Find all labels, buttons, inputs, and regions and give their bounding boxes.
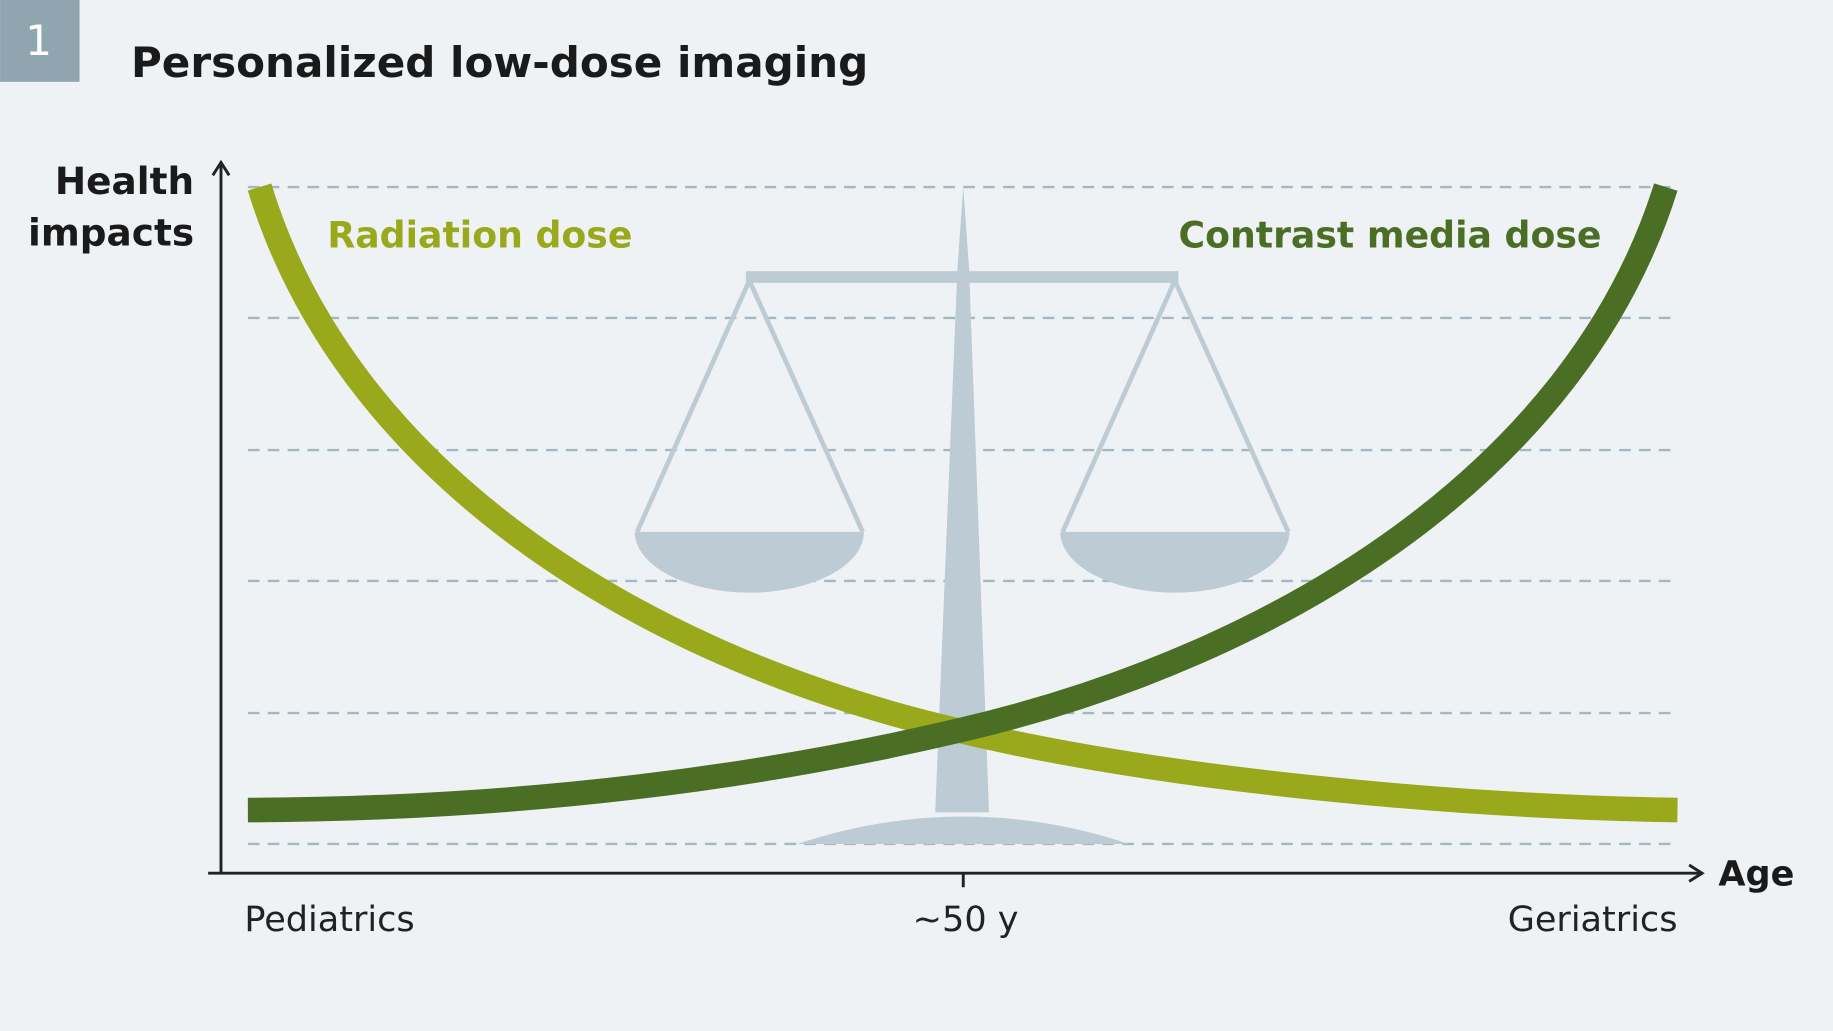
axes: [208, 159, 1705, 888]
curve-label: Contrast media dose: [1179, 213, 1602, 256]
curve-label: Radiation dose: [327, 213, 632, 256]
title: Personalized low-dose imaging: [131, 38, 868, 87]
badge: [0, 0, 80, 82]
scale-base: [797, 816, 1130, 844]
scale-pan: [1060, 531, 1290, 593]
x-axis-label: Age: [1718, 854, 1794, 895]
x-axis-arrow: [1688, 863, 1705, 883]
y-axis-arrow: [211, 159, 231, 177]
x-label: Geriatrics: [1508, 899, 1678, 940]
contrast-curve: [247, 183, 1678, 823]
radiation-curve: [247, 183, 1678, 823]
scale-icon: [634, 187, 1291, 844]
scale-strings: [634, 279, 865, 533]
badge-number: 1: [25, 16, 52, 65]
y-axis-label: impacts: [28, 210, 194, 254]
scale-beam: [745, 271, 1179, 283]
scale-pole: [935, 187, 989, 813]
x-label: Pediatrics: [244, 899, 414, 940]
scale-strings: [1060, 279, 1291, 533]
scale-pan: [634, 531, 864, 593]
y-axis-label: Health: [55, 159, 194, 203]
x-label: ~50 y: [913, 899, 1019, 940]
